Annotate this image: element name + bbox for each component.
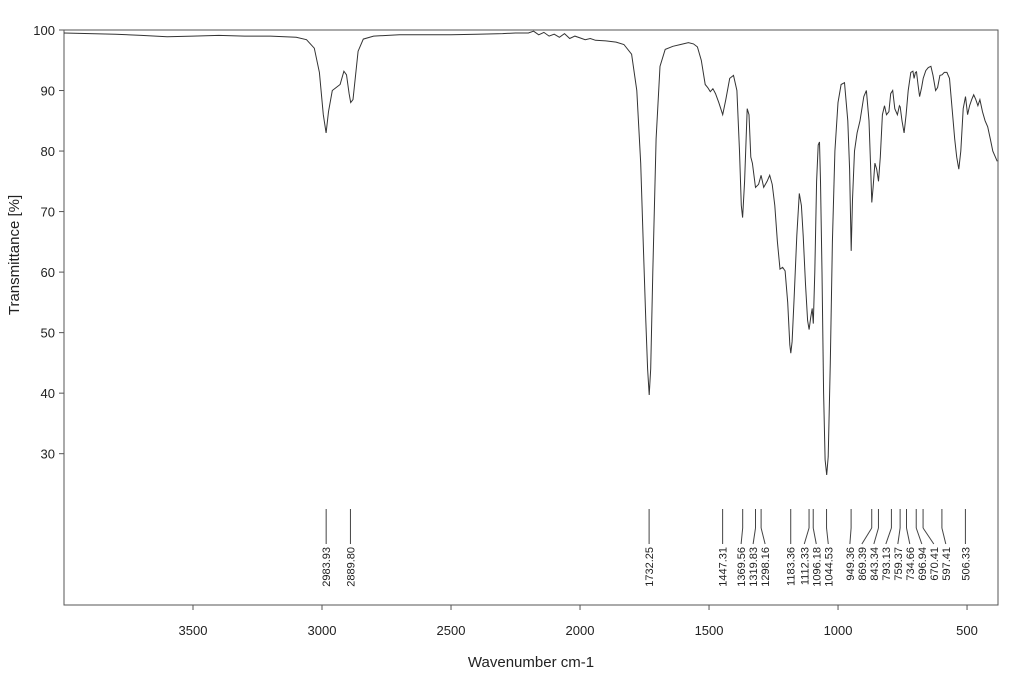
peak-label: 2889.80 [345, 547, 357, 587]
peak-label: 1044.53 [823, 547, 835, 587]
x-tick-label: 2500 [437, 623, 466, 638]
x-tick-label: 3000 [308, 623, 337, 638]
peak-label: 696.94 [917, 547, 929, 581]
peak-marker: 1298.16 [760, 509, 772, 587]
peak-marker: 1096.18 [811, 509, 823, 587]
peak-marker: 597.41 [941, 509, 953, 581]
peak-marker: 793.13 [881, 509, 893, 581]
x-tick-label: 1500 [695, 623, 724, 638]
peak-label: 734.66 [905, 547, 917, 581]
peak-marker: 843.34 [869, 509, 881, 581]
x-axis: 3500 3000 2500 2000 1500 1000 500 [179, 605, 978, 638]
peak-marker: 1319.83 [748, 509, 760, 587]
y-tick-label: 100 [33, 23, 55, 38]
peak-marker: 2983.93 [321, 509, 333, 587]
peak-marker: 759.37 [893, 509, 905, 581]
peak-label: 759.37 [893, 547, 905, 581]
peak-leader-bend [915, 527, 923, 545]
y-tick-label: 70 [41, 205, 55, 220]
peak-marker: 1112.33 [799, 509, 811, 585]
peak-label: 2983.93 [321, 547, 333, 587]
peak-label: 1096.18 [811, 547, 823, 587]
y-tick-label: 50 [41, 326, 55, 341]
y-tick-label: 80 [41, 144, 55, 159]
peak-leader-bend [897, 527, 901, 545]
peak-marker: 1732.25 [644, 509, 656, 587]
peak-marker: 734.66 [905, 509, 917, 581]
peak-label: 793.13 [881, 547, 893, 581]
peak-marker: 506.33 [960, 509, 972, 581]
x-tick-label: 2000 [566, 623, 595, 638]
x-tick-label: 1000 [824, 623, 853, 638]
peak-marker: 1369.56 [736, 509, 748, 587]
peak-leader-bend [941, 527, 947, 545]
peak-label: 869.39 [857, 547, 869, 581]
peak-leader-bend [812, 527, 817, 545]
y-tick-label: 60 [41, 265, 55, 280]
peak-leader-bend [922, 527, 935, 545]
peak-leader-bend [826, 527, 829, 545]
y-tick-label: 30 [41, 447, 55, 462]
peak-label: 1183.36 [786, 547, 798, 586]
peak-marker: 1183.36 [786, 509, 798, 586]
peak-marker: 2889.80 [345, 509, 357, 587]
peak-leader-bend [906, 527, 911, 545]
peak-label: 670.41 [929, 547, 941, 581]
peak-label: 1447.31 [718, 547, 730, 587]
spectrum-line [63, 30, 998, 475]
peak-marker: 670.41 [922, 509, 941, 581]
peak-leader-bend [861, 527, 873, 545]
peak-leader-bend [885, 527, 892, 545]
peak-label: 506.33 [960, 547, 972, 581]
y-tick-label: 90 [41, 84, 55, 99]
peak-label: 1298.16 [760, 547, 772, 587]
peak-leader-bend [803, 527, 810, 545]
x-tick-label: 500 [956, 623, 978, 638]
peak-label: 1732.25 [644, 547, 656, 587]
peak-label: 949.36 [845, 547, 857, 581]
peak-marker: 1044.53 [823, 509, 835, 587]
x-axis-title: Wavenumber cm-1 [468, 654, 594, 671]
peak-label: 1319.83 [748, 547, 760, 587]
peak-leader-bend [752, 527, 757, 545]
peak-marker: 869.39 [857, 509, 873, 581]
plot-frame [63, 29, 999, 606]
peak-marker: 1447.31 [718, 509, 730, 587]
y-tick-label: 40 [41, 386, 55, 401]
y-axis: 100 90 80 70 60 50 40 30 [33, 23, 64, 462]
peak-label: 1112.33 [799, 547, 811, 585]
peak-marker: 696.94 [915, 509, 929, 581]
x-tick-label: 3500 [179, 623, 208, 638]
peak-marker: 949.36 [845, 509, 857, 581]
peak-leader-bend [849, 527, 852, 545]
peak-leader-bend [873, 527, 879, 545]
peak-leader-bend [740, 527, 744, 545]
peak-label: 843.34 [869, 547, 881, 581]
y-axis-title: Transmittance [%] [6, 195, 23, 315]
peak-leader-bend [760, 527, 766, 545]
peak-label: 1369.56 [736, 547, 748, 587]
peak-annotations: 2983.93 2889.80 1732.25 1447.31 1369.56 1319.… [321, 509, 972, 587]
peak-label: 597.41 [941, 547, 953, 581]
